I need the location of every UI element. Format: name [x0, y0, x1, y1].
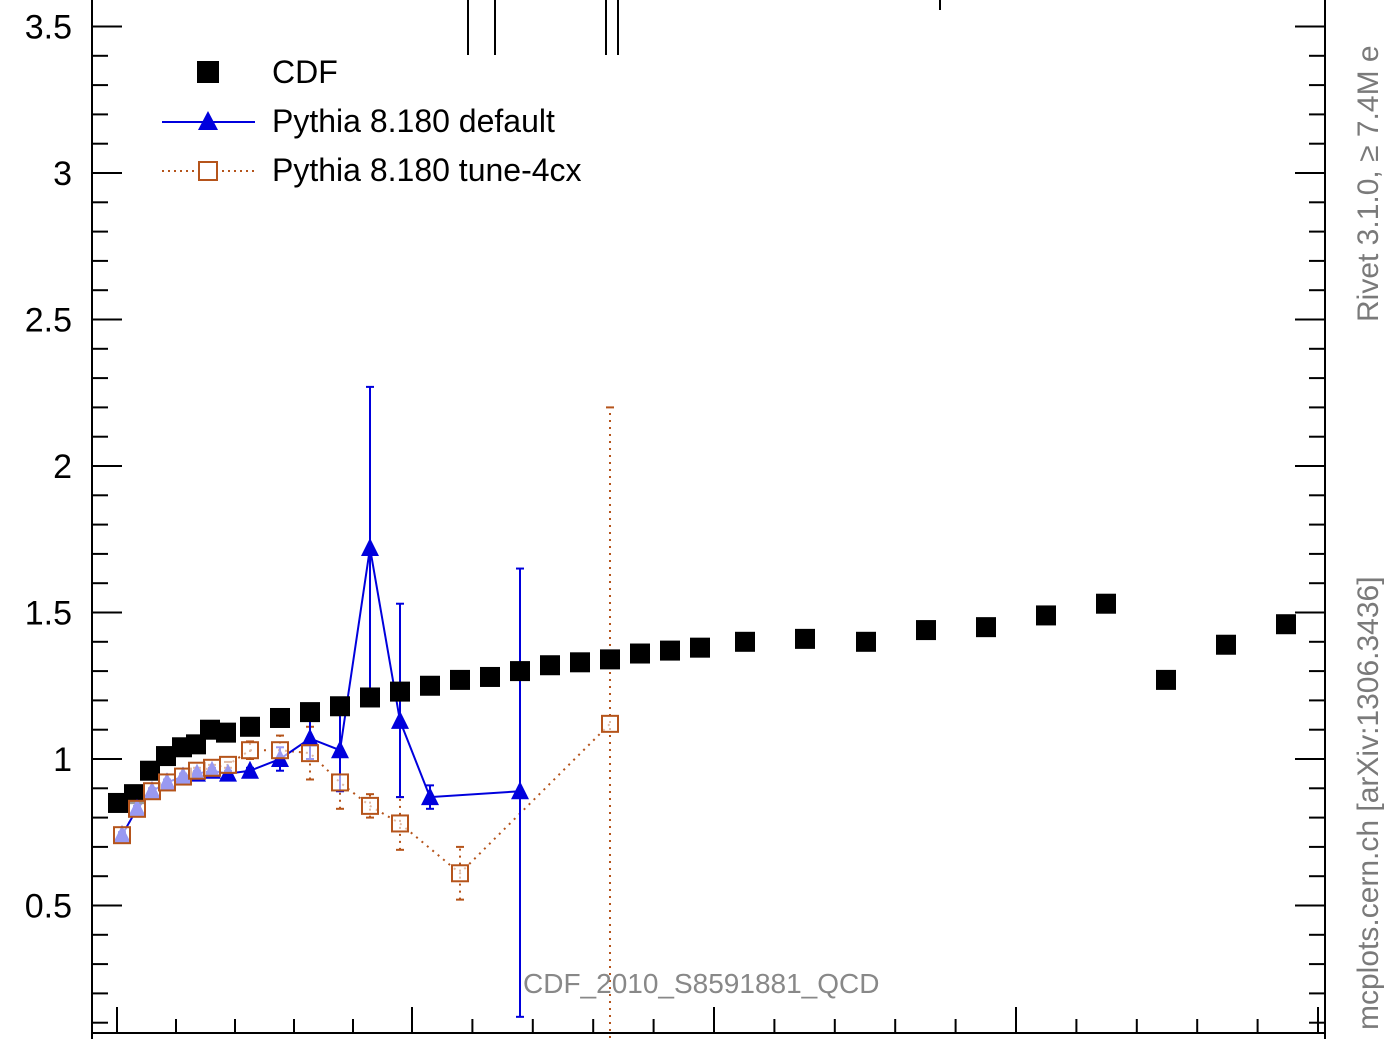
tune4cx-point — [114, 827, 130, 843]
cdf-point — [480, 667, 500, 687]
y-axis: 0.5 1 1.5 2 2.5 3 3.5 — [25, 9, 1325, 1023]
cdf-point — [420, 676, 440, 696]
cdf-point — [510, 661, 530, 681]
analysis-id-label: CDF_2010_S8591881_QCD — [523, 968, 879, 999]
tune4cx-point — [159, 774, 175, 790]
default-point — [331, 740, 349, 758]
legend-marker-tune — [199, 162, 217, 180]
cdf-point — [795, 629, 815, 649]
default-point — [391, 711, 409, 729]
tune4cx-point — [144, 783, 160, 799]
cdf-point — [390, 682, 410, 702]
default-point — [301, 728, 319, 746]
cdf-point — [690, 638, 710, 658]
cdf-point — [1276, 614, 1296, 634]
tune4cx-point — [272, 742, 288, 758]
tune4cx-point — [204, 760, 220, 776]
legend-label-cdf: CDF — [272, 54, 338, 90]
tune4cx-point — [452, 865, 468, 881]
cdf-point — [1156, 670, 1176, 690]
tune4cx-point — [392, 815, 408, 831]
cdf-point — [540, 655, 560, 675]
tune4cx-point — [332, 774, 348, 790]
cdf-point — [660, 641, 680, 661]
tune4cx-point — [220, 757, 236, 773]
cdf-point — [976, 617, 996, 637]
y-tick-label: 1 — [53, 741, 72, 779]
y-tick-label: 1.5 — [25, 595, 72, 633]
cdf-point — [450, 670, 470, 690]
y-tick-label: 2 — [53, 448, 72, 486]
cdf-point — [630, 644, 650, 664]
cdf-point — [600, 649, 620, 669]
cdf-point — [1216, 635, 1236, 655]
cdf-point — [1036, 605, 1056, 625]
cdf-point — [570, 652, 590, 672]
legend-marker-default — [198, 111, 218, 130]
legend-label-tune: Pythia 8.180 tune-4cx — [272, 152, 582, 188]
y-tick-label: 0.5 — [25, 888, 72, 926]
tune4cx-point — [602, 716, 618, 732]
cdf-point — [1096, 594, 1116, 614]
y-tick-label: 2.5 — [25, 302, 72, 340]
default-point — [511, 781, 529, 799]
cdf-point — [735, 632, 755, 652]
tune4cx-point — [302, 745, 318, 761]
default-line — [122, 548, 520, 835]
tune4cx-point — [129, 801, 145, 817]
data-marks — [108, 387, 1296, 1039]
legend-label-default: Pythia 8.180 default — [272, 103, 555, 139]
cdf-point — [330, 696, 350, 716]
cdf-point — [270, 708, 290, 728]
tune4cx-point — [242, 742, 258, 758]
cdf-point — [916, 620, 936, 640]
cdf-point — [240, 717, 260, 737]
cdf-point — [300, 702, 320, 722]
rivet-version-label: Rivet 3.1.0, ≥ 7.4M e — [1352, 45, 1385, 322]
y-tick-label: 3.5 — [25, 9, 72, 47]
legend-marker-cdf — [197, 61, 219, 83]
cdf-point — [360, 687, 380, 707]
y-tick-label: 3 — [53, 155, 72, 193]
default-point — [241, 761, 259, 779]
tune4cx-point — [362, 798, 378, 814]
mcplots-label: mcplots.cern.ch [arXiv:1306.3436] — [1352, 576, 1385, 1030]
cdf-point — [856, 632, 876, 652]
legend: CDF Pythia 8.180 default Pythia 8.180 tu… — [162, 54, 582, 188]
tune4cx-point — [189, 763, 205, 779]
cdf-point — [216, 723, 236, 743]
default-point — [361, 538, 379, 556]
